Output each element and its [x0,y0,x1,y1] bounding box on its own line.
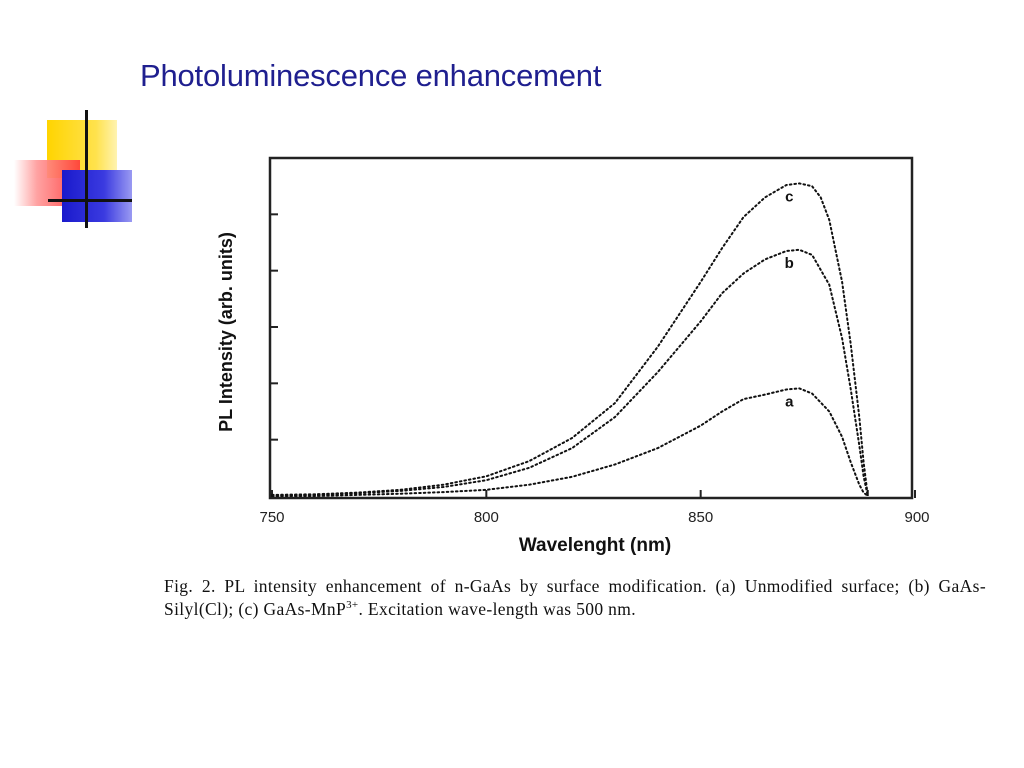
series-label-a: a [785,393,794,410]
crosshair-horizontal-line [48,199,132,202]
x-tick-label: 750 [259,509,284,526]
labels-layer: 750 800 850 900 a b c [259,188,929,526]
caption-text: Fig. 2. PL intensity enhancement of n-Ga… [164,576,986,619]
crosshair-vertical-line [85,110,88,228]
y-axis-label: PL Intensity (arb. units) [216,232,236,432]
series-line-a [271,387,869,497]
caption-text-end: . Excitation wave-length was 500 nm. [358,599,636,619]
series-label-c: c [785,188,793,205]
x-axis-label: Wavelenght (nm) [519,535,671,556]
series-layer [271,182,869,497]
series-line-c [271,182,869,497]
series-label-b: b [785,255,794,272]
plot-frame [268,156,914,500]
x-tick-label: 850 [688,509,713,526]
x-tick-label: 900 [904,509,929,526]
blue-square [62,170,132,222]
series-line-b [271,248,869,497]
figure-caption: Fig. 2. PL intensity enhancement of n-Ga… [164,575,986,621]
x-tick-label: 800 [474,509,499,526]
overlapping-squares-crosshair-icon [12,108,137,230]
slide-title: Photoluminescence enhancement [140,58,602,93]
axis-ticks [270,213,916,498]
caption-superscript: 3+ [346,599,359,612]
